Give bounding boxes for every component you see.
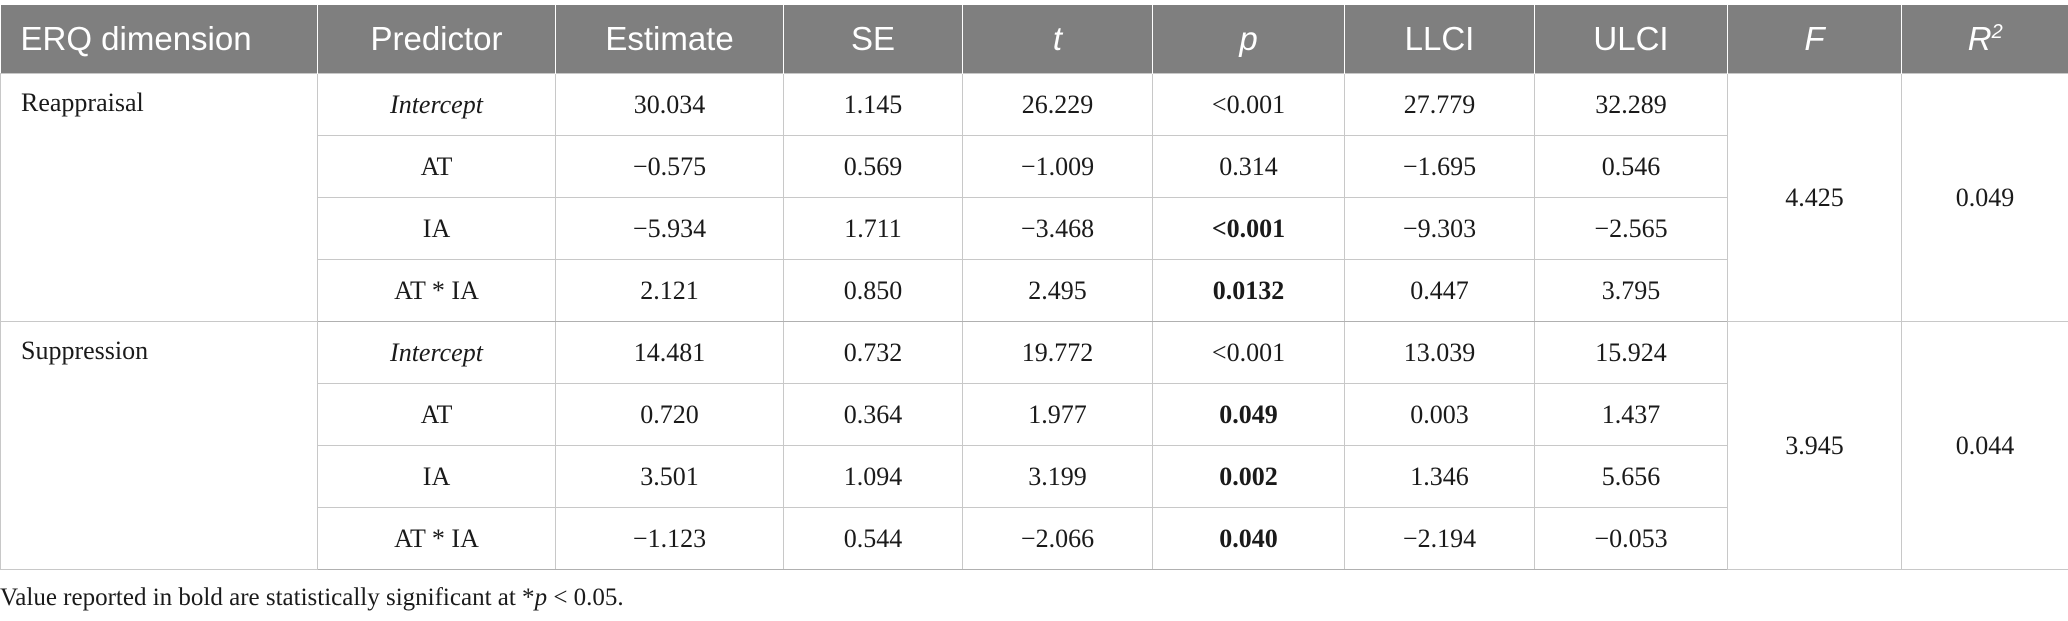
llci-cell: 27.779 xyxy=(1344,73,1535,136)
estimate-cell: −0.575 xyxy=(555,135,784,198)
table-footnote: Value reported in bold are statistically… xyxy=(0,584,624,612)
p-cell: 0.0132 xyxy=(1152,259,1345,322)
p-cell: 0.314 xyxy=(1152,135,1345,198)
ulci-cell: 15.924 xyxy=(1534,321,1728,384)
ulci-cell: 1.437 xyxy=(1534,383,1728,446)
table-row: AT * IA −1.123 0.544 −2.066 0.040 −2.194 −0.05… xyxy=(1,507,2068,570)
t-cell: 19.772 xyxy=(962,321,1153,384)
predictor-cell: AT xyxy=(317,135,556,198)
ulci-cell: 5.656 xyxy=(1534,445,1728,508)
llci-cell: 1.346 xyxy=(1344,445,1535,508)
predictor-cell: AT * IA xyxy=(317,259,556,322)
estimate-cell: 0.720 xyxy=(555,383,784,446)
header-estimate: Estimate xyxy=(555,5,784,74)
llci-cell: 0.003 xyxy=(1344,383,1535,446)
table-row: Reappraisal Intercept 30.034 1.145 26.229 <0.… xyxy=(0,73,2068,322)
llci-cell: 0.447 xyxy=(1344,259,1535,322)
table-row: IA 3.501 1.094 3.199 0.002 1.346 5.656 xyxy=(1,445,2068,508)
r-squared-label: R2 xyxy=(1967,20,2003,57)
footnote-p-italic: p xyxy=(534,584,548,611)
f-cell: 3.945 xyxy=(1727,321,1902,570)
table-row: Suppression Intercept 14.481 0.732 19.772 <0.… xyxy=(0,321,2068,570)
ulci-cell: 3.795 xyxy=(1534,259,1728,322)
header-row: ERQ dimension Predictor Estimate SE t p … xyxy=(0,5,2068,74)
t-cell: −2.066 xyxy=(962,507,1153,570)
ulci-cell: −0.053 xyxy=(1534,507,1728,570)
header-predictor: Predictor xyxy=(317,5,556,74)
predictor-cell: Intercept xyxy=(317,321,556,384)
t-cell: 2.495 xyxy=(962,259,1153,322)
table-row: AT * IA 2.121 0.850 2.495 0.0132 0.447 3.795 xyxy=(1,259,2068,322)
estimate-cell: 2.121 xyxy=(555,259,784,322)
llci-cell: 13.039 xyxy=(1344,321,1535,384)
header-llci: LLCI xyxy=(1344,5,1535,74)
ulci-cell: −2.565 xyxy=(1534,197,1728,260)
se-cell: 0.544 xyxy=(783,507,963,570)
header-p: p xyxy=(1152,5,1345,74)
predictor-cell: Intercept xyxy=(317,73,556,136)
estimate-cell: 14.481 xyxy=(555,321,784,384)
p-cell: <0.001 xyxy=(1152,321,1345,384)
ulci-cell: 32.289 xyxy=(1534,73,1728,136)
table-body: Reappraisal Intercept 30.034 1.145 26.229 <0.… xyxy=(0,73,2068,570)
t-cell: 3.199 xyxy=(962,445,1153,508)
r-squared-cell: 0.049 xyxy=(1901,73,2068,322)
header-t: t xyxy=(962,5,1153,74)
header-r-squared: R2 xyxy=(1901,5,2068,74)
se-cell: 0.364 xyxy=(783,383,963,446)
predictor-cell: AT * IA xyxy=(317,507,556,570)
r-squared-cell: 0.044 xyxy=(1901,321,2068,570)
se-cell: 0.569 xyxy=(783,135,963,198)
header-f: F xyxy=(1727,5,1902,74)
f-cell: 4.425 xyxy=(1727,73,1902,322)
header-se: SE xyxy=(783,5,963,74)
t-cell: −3.468 xyxy=(962,197,1153,260)
regression-table: ERQ dimension Predictor Estimate SE t p … xyxy=(0,5,2068,570)
se-cell: 1.094 xyxy=(783,445,963,508)
footnote-text-before: Value reported in bold are statistically… xyxy=(0,584,535,611)
t-cell: 26.229 xyxy=(962,73,1153,136)
llci-cell: −1.695 xyxy=(1344,135,1535,198)
ulci-cell: 0.546 xyxy=(1534,135,1728,198)
p-cell: <0.001 xyxy=(1152,197,1345,260)
t-cell: −1.009 xyxy=(962,135,1153,198)
se-cell: 1.145 xyxy=(783,73,963,136)
footnote-text-after: < 0.05. xyxy=(547,584,624,611)
estimate-cell: 3.501 xyxy=(555,445,784,508)
table-row: IA −5.934 1.711 −3.468 <0.001 −9.303 −2.565 xyxy=(1,197,2068,260)
p-cell: 0.040 xyxy=(1152,507,1345,570)
se-cell: 0.732 xyxy=(783,321,963,384)
predictor-cell: IA xyxy=(317,445,556,508)
estimate-cell: −1.123 xyxy=(555,507,784,570)
predictor-cell: AT xyxy=(317,383,556,446)
p-cell: <0.001 xyxy=(1152,73,1345,136)
predictor-cell: IA xyxy=(317,197,556,260)
llci-cell: −9.303 xyxy=(1344,197,1535,260)
header-erq-dimension: ERQ dimension xyxy=(0,5,318,74)
se-cell: 1.711 xyxy=(783,197,963,260)
erq-dimension-cell: Suppression xyxy=(0,321,318,570)
table-row: AT 0.720 0.364 1.977 0.049 0.003 1.437 xyxy=(1,383,2068,446)
llci-cell: −2.194 xyxy=(1344,507,1535,570)
estimate-cell: 30.034 xyxy=(555,73,784,136)
header-ulci: ULCI xyxy=(1534,5,1728,74)
t-cell: 1.977 xyxy=(962,383,1153,446)
se-cell: 0.850 xyxy=(783,259,963,322)
p-cell: 0.049 xyxy=(1152,383,1345,446)
estimate-cell: −5.934 xyxy=(555,197,784,260)
p-cell: 0.002 xyxy=(1152,445,1345,508)
erq-dimension-cell: Reappraisal xyxy=(0,73,318,322)
